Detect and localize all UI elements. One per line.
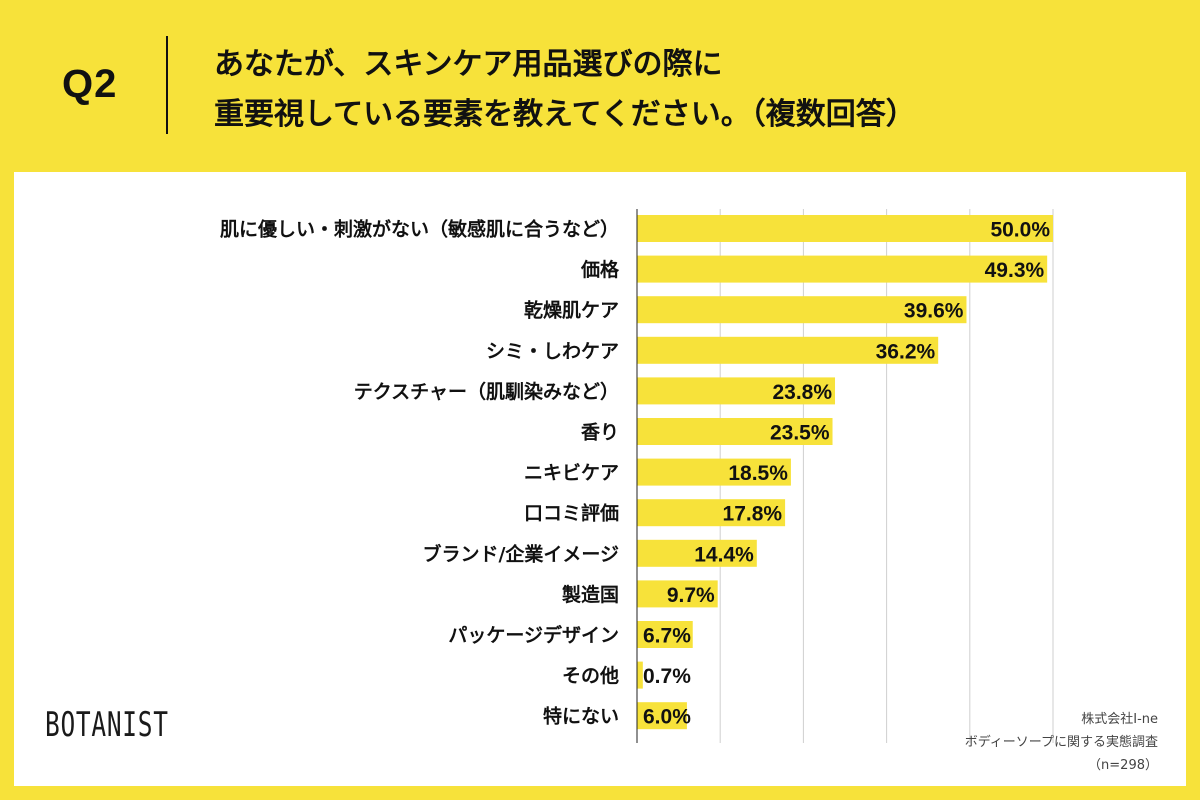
category-label: 特にない bbox=[543, 706, 619, 728]
bar bbox=[637, 255, 1048, 283]
bar-chart: 肌に優しい・刺激がない（敏感肌に合うなど） 50.0% 価格 49.3% 乾燥肌ケア 39… bbox=[220, 209, 1054, 743]
category-label: 肌に優しい・刺激がない（敏感肌に合うなど） bbox=[220, 218, 619, 241]
category-label: その他 bbox=[562, 664, 619, 687]
value-label: 9.7% bbox=[667, 584, 715, 607]
value-label: 6.0% bbox=[643, 706, 691, 729]
brand-logo: BOTANIST bbox=[45, 705, 169, 745]
question-text: あなたが、スキンケア用品選びの際に 重要視している要素を教えてください。（複数回… bbox=[214, 40, 916, 140]
header-divider bbox=[166, 36, 168, 134]
question-line-2: 重要視している要素を教えてください。（複数回答） bbox=[214, 97, 916, 132]
source-survey: ボディーソープに関する実態調査 bbox=[964, 735, 1158, 750]
chart-panel: 肌に優しい・刺激がない（敏感肌に合うなど） 50.0% 価格 49.3% 乾燥肌ケア 39… bbox=[14, 172, 1186, 786]
value-label: 49.3% bbox=[985, 259, 1045, 282]
value-label: 23.5% bbox=[770, 422, 830, 445]
category-label: パッケージデザイン bbox=[448, 624, 619, 647]
value-label: 18.5% bbox=[728, 462, 788, 485]
bar bbox=[637, 377, 836, 405]
value-label: 39.6% bbox=[904, 300, 964, 323]
source-sample: （n=298） bbox=[1088, 758, 1158, 773]
value-label: 23.8% bbox=[772, 381, 832, 404]
value-label: 50.0% bbox=[990, 219, 1050, 242]
category-label: シミ・しわケア bbox=[486, 340, 619, 362]
category-label: 香り bbox=[580, 422, 619, 444]
source-company: 株式会社I-ne bbox=[1081, 712, 1158, 727]
category-label: 製造国 bbox=[561, 583, 619, 606]
category-label: テクスチャー（肌馴染みなど） bbox=[354, 380, 619, 403]
bar bbox=[637, 336, 939, 364]
bar bbox=[637, 296, 967, 324]
bar bbox=[637, 418, 833, 445]
bar bbox=[637, 215, 1053, 242]
source-note: 株式会社I-ne ボディーソープに関する実態調査 （n=298） bbox=[965, 708, 1158, 777]
category-label: ニキビケア bbox=[524, 462, 619, 484]
question-number: Q2 bbox=[62, 62, 118, 106]
bar bbox=[637, 661, 643, 689]
value-label: 0.7% bbox=[643, 665, 691, 688]
category-label: 価格 bbox=[580, 258, 620, 281]
category-label: ブランド/企業イメージ bbox=[422, 542, 619, 565]
value-label: 36.2% bbox=[876, 340, 936, 363]
header: Q2 あなたが、スキンケア用品選びの際に 重要視している要素を教えてください。（… bbox=[0, 0, 1200, 172]
category-label: 乾燥肌ケア bbox=[524, 299, 619, 322]
bar bbox=[637, 499, 786, 527]
bar bbox=[637, 458, 791, 486]
bar bbox=[637, 702, 687, 730]
category-label: 口コミ評価 bbox=[524, 502, 619, 525]
bar bbox=[637, 539, 757, 567]
value-label: 6.7% bbox=[643, 625, 691, 648]
bar bbox=[637, 621, 693, 648]
bar bbox=[637, 580, 718, 608]
value-label: 17.8% bbox=[723, 503, 783, 526]
question-line-1: あなたが、スキンケア用品選びの際に bbox=[214, 47, 723, 82]
value-label: 14.4% bbox=[694, 543, 754, 566]
